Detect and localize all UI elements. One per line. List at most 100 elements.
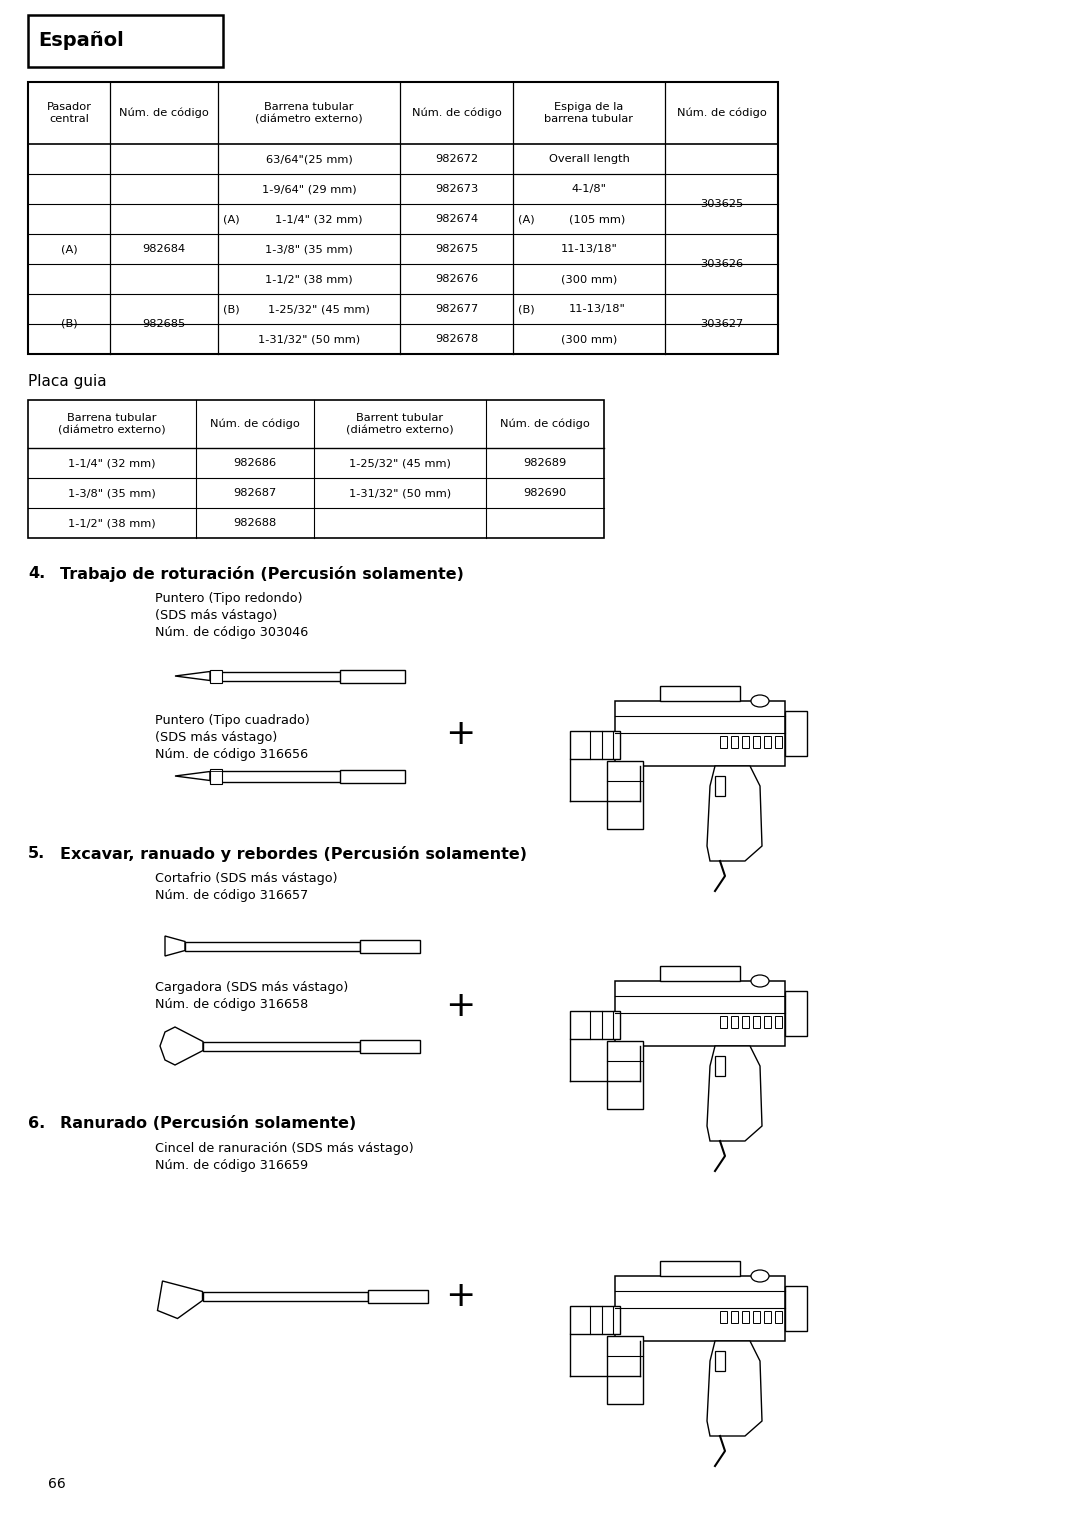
Bar <box>775 1310 782 1323</box>
Polygon shape <box>175 671 210 680</box>
Text: Núm. de código: Núm. de código <box>119 107 208 118</box>
Bar <box>775 1015 782 1027</box>
Bar <box>753 1310 760 1323</box>
Text: Ranurado (Percusión solamente): Ranurado (Percusión solamente) <box>60 1116 356 1131</box>
Bar <box>720 735 727 748</box>
Text: +: + <box>445 1278 475 1313</box>
Bar <box>660 687 740 700</box>
Bar <box>570 1306 620 1333</box>
Bar <box>210 771 375 781</box>
Text: Puntero (Tipo redondo)
(SDS más vástago)
Núm. de código 303046: Puntero (Tipo redondo) (SDS más vástago)… <box>156 592 308 639</box>
Bar <box>764 1310 771 1323</box>
Text: 1-9/64" (29 mm): 1-9/64" (29 mm) <box>261 183 356 194</box>
Text: Barrena tubular
(diámetro externo): Barrena tubular (diámetro externo) <box>255 102 363 124</box>
Text: Núm. de código: Núm. de código <box>500 419 590 430</box>
Bar <box>731 1310 738 1323</box>
Text: 982672: 982672 <box>435 154 478 164</box>
Bar <box>785 711 807 755</box>
Text: 11-13/18": 11-13/18" <box>561 245 618 254</box>
Bar <box>570 1011 620 1040</box>
Bar <box>660 966 740 982</box>
Text: +: + <box>445 717 475 751</box>
Text: 982688: 982688 <box>233 518 276 528</box>
Text: Barrent tubular
(diámetro externo): Barrent tubular (diámetro externo) <box>347 413 454 436</box>
Text: 1-1/4" (32 mm): 1-1/4" (32 mm) <box>275 214 363 225</box>
Text: (B): (B) <box>60 320 78 329</box>
Bar <box>742 735 750 748</box>
Text: 982685: 982685 <box>143 320 186 329</box>
Text: Núm. de código: Núm. de código <box>211 419 300 430</box>
Text: 5.: 5. <box>28 846 45 861</box>
Text: 1-3/8" (35 mm): 1-3/8" (35 mm) <box>68 488 156 498</box>
Text: Placa guia: Placa guia <box>28 375 107 388</box>
Bar <box>340 769 405 783</box>
Bar <box>607 761 643 829</box>
Text: 1-31/32" (50 mm): 1-31/32" (50 mm) <box>258 333 360 344</box>
Polygon shape <box>707 1341 762 1436</box>
Bar <box>742 1310 750 1323</box>
Bar <box>764 735 771 748</box>
Text: (300 mm): (300 mm) <box>561 333 617 344</box>
Text: 1-25/32" (45 mm): 1-25/32" (45 mm) <box>268 304 370 313</box>
Text: 1-31/32" (50 mm): 1-31/32" (50 mm) <box>349 488 451 498</box>
Text: 982690: 982690 <box>524 488 567 498</box>
Text: 982676: 982676 <box>435 274 478 284</box>
Bar <box>210 670 222 682</box>
Text: 303626: 303626 <box>700 258 743 269</box>
Text: 1-1/2" (38 mm): 1-1/2" (38 mm) <box>266 274 353 284</box>
Bar <box>731 1015 738 1027</box>
Text: Núm. de código: Núm. de código <box>676 107 767 118</box>
Bar <box>742 1015 750 1027</box>
Bar <box>720 1310 727 1323</box>
Text: (105 mm): (105 mm) <box>569 214 625 225</box>
Bar <box>570 731 620 758</box>
Text: 982675: 982675 <box>435 245 478 254</box>
Text: 982689: 982689 <box>524 459 567 468</box>
Text: 303627: 303627 <box>700 320 743 329</box>
Bar <box>28 401 604 538</box>
Text: Español: Español <box>38 32 124 50</box>
Text: Núm. de código: Núm. de código <box>411 107 501 118</box>
Bar <box>715 1057 725 1076</box>
Ellipse shape <box>751 696 769 706</box>
Text: 1-25/32" (45 mm): 1-25/32" (45 mm) <box>349 459 451 468</box>
Text: Pasador
central: Pasador central <box>46 102 92 124</box>
Text: Espiga de la
barrena tubular: Espiga de la barrena tubular <box>544 102 634 124</box>
Text: 982687: 982687 <box>233 488 276 498</box>
Bar <box>785 991 807 1037</box>
Polygon shape <box>707 1046 762 1141</box>
Text: 982674: 982674 <box>435 214 478 225</box>
Bar <box>185 942 360 951</box>
Text: Excavar, ranuado y rebordes (Percusión solamente): Excavar, ranuado y rebordes (Percusión s… <box>60 846 527 862</box>
Bar <box>28 15 222 67</box>
Text: –: – <box>161 170 167 179</box>
Bar <box>764 1015 771 1027</box>
Ellipse shape <box>751 976 769 988</box>
Bar <box>715 777 725 797</box>
Text: 982684: 982684 <box>143 245 186 254</box>
Bar <box>360 939 420 953</box>
Bar <box>203 1041 360 1050</box>
Text: 982673: 982673 <box>435 183 478 194</box>
Bar <box>660 1261 740 1277</box>
Text: 66: 66 <box>48 1477 66 1491</box>
Text: –: – <box>66 170 72 179</box>
Text: 63/64"(25 mm): 63/64"(25 mm) <box>266 154 352 164</box>
Text: 4-1/8": 4-1/8" <box>571 183 607 194</box>
Bar <box>715 1352 725 1372</box>
Bar <box>360 1040 420 1052</box>
Text: Cortafrio (SDS más vástago)
Núm. de código 316657: Cortafrio (SDS más vástago) Núm. de códi… <box>156 872 337 902</box>
Text: Cargadora (SDS más vástago)
Núm. de código 316658: Cargadora (SDS más vástago) Núm. de códi… <box>156 982 348 1011</box>
Text: 1-1/4" (32 mm): 1-1/4" (32 mm) <box>68 459 156 468</box>
Text: (A): (A) <box>518 214 535 225</box>
Text: 6.: 6. <box>28 1116 45 1131</box>
Text: 11-13/18": 11-13/18" <box>568 304 625 313</box>
Text: 982686: 982686 <box>233 459 276 468</box>
Bar <box>775 735 782 748</box>
Text: Overall length: Overall length <box>549 154 630 164</box>
Ellipse shape <box>751 1271 769 1281</box>
Polygon shape <box>160 1027 203 1066</box>
Bar <box>28 83 778 355</box>
Bar <box>615 700 785 766</box>
Text: 4.: 4. <box>28 566 45 581</box>
